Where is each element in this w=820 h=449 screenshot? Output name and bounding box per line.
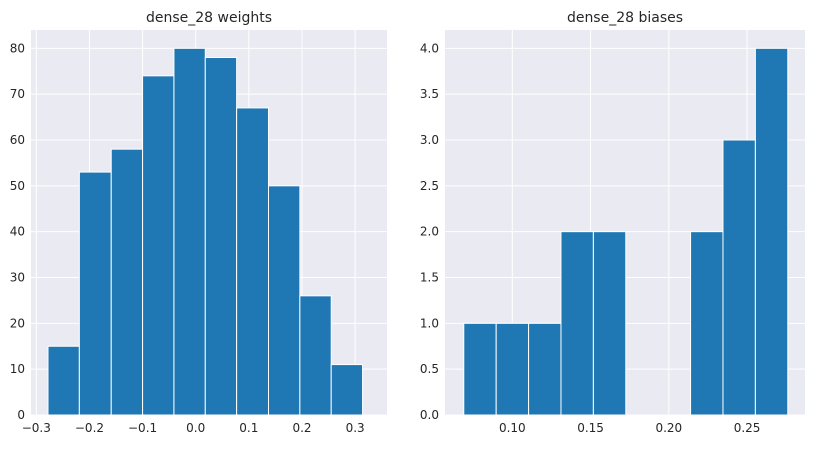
biases-x-ticks: 0.10 0.15 0.20 0.25: [499, 421, 761, 435]
biases-histogram-bar: [528, 322, 562, 416]
weights-y-tick-label: 20: [10, 316, 25, 330]
biases-x-tick-label: 0.20: [655, 421, 682, 435]
biases-histogram-bar: [463, 322, 497, 416]
biases-histogram-bar: [722, 139, 756, 416]
biases-histogram-bar: [754, 47, 789, 416]
weights-histogram-bar: [330, 364, 364, 416]
weights-histogram-bar: [142, 75, 175, 416]
biases-histogram-panel: 0.10 0.15 0.20 0.25 0.0 0.5 1.0 1.5 2.0 2.5 3.0 3.…: [420, 10, 805, 435]
weights-y-tick-label: 70: [10, 87, 25, 101]
weights-x-tick-label: 0.3: [346, 421, 365, 435]
biases-y-tick-label: 0.0: [420, 408, 439, 422]
biases-y-tick-label: 0.5: [420, 362, 439, 376]
biases-bars: [463, 47, 789, 416]
biases-x-tick-label: 0.25: [734, 421, 761, 435]
weights-x-tick-label: 0.0: [186, 421, 205, 435]
weights-y-ticks: 0 10 20 30 40 50 60 70 80: [10, 41, 25, 422]
weights-y-tick-label: 60: [10, 133, 25, 147]
biases-y-tick-label: 4.0: [420, 41, 439, 55]
weights-bars: [47, 47, 364, 416]
weights-x-tick-label: −0.2: [75, 421, 104, 435]
biases-y-tick-label: 1.5: [420, 271, 439, 285]
biases-y-tick-label: 1.0: [420, 316, 439, 330]
biases-x-tick-label: 0.15: [577, 421, 604, 435]
biases-y-tick-label: 3.0: [420, 133, 439, 147]
weights-x-tick-label: −0.3: [22, 421, 51, 435]
biases-y-tick-label: 2.5: [420, 179, 439, 193]
weights-histogram-bar: [268, 185, 301, 416]
weights-histogram-bar: [204, 57, 238, 416]
biases-histogram-bar: [560, 231, 594, 416]
weights-y-tick-label: 80: [10, 41, 25, 55]
weights-histogram-bar: [299, 295, 332, 416]
biases-histogram-bar: [592, 231, 627, 416]
biases-histogram-bar: [690, 231, 724, 416]
weights-histogram-bar: [110, 148, 144, 416]
weights-y-tick-label: 40: [10, 225, 25, 239]
weights-histogram-bar: [78, 171, 112, 416]
biases-y-ticks: 0.0 0.5 1.0 1.5 2.0 2.5 3.0 3.5 4.0: [420, 41, 439, 422]
biases-y-tick-label: 3.5: [420, 87, 439, 101]
weights-x-tick-label: 0.2: [292, 421, 311, 435]
biases-histogram-bar: [495, 322, 530, 416]
weights-y-tick-label: 0: [17, 408, 25, 422]
weights-histogram-bar: [236, 107, 270, 416]
biases-chart-title: dense_28 biases: [567, 10, 683, 26]
weights-histogram-bar: [173, 47, 206, 416]
weights-y-tick-label: 50: [10, 179, 25, 193]
weights-x-tick-label: 0.1: [239, 421, 258, 435]
biases-x-tick-label: 0.10: [499, 421, 526, 435]
weights-y-tick-label: 30: [10, 271, 25, 285]
biases-y-tick-label: 2.0: [420, 225, 439, 239]
weights-histogram-panel: −0.3 −0.2 −0.1 0.0 0.1 0.2 0.3 0 10 20 30 40 50 60 70…: [10, 10, 387, 435]
weights-x-tick-label: −0.1: [128, 421, 157, 435]
weights-y-tick-label: 10: [10, 362, 25, 376]
weights-histogram-bar: [47, 345, 80, 416]
weights-x-ticks: −0.3 −0.2 −0.1 0.0 0.1 0.2 0.3: [22, 421, 365, 435]
weights-chart-title: dense_28 weights: [146, 10, 272, 26]
